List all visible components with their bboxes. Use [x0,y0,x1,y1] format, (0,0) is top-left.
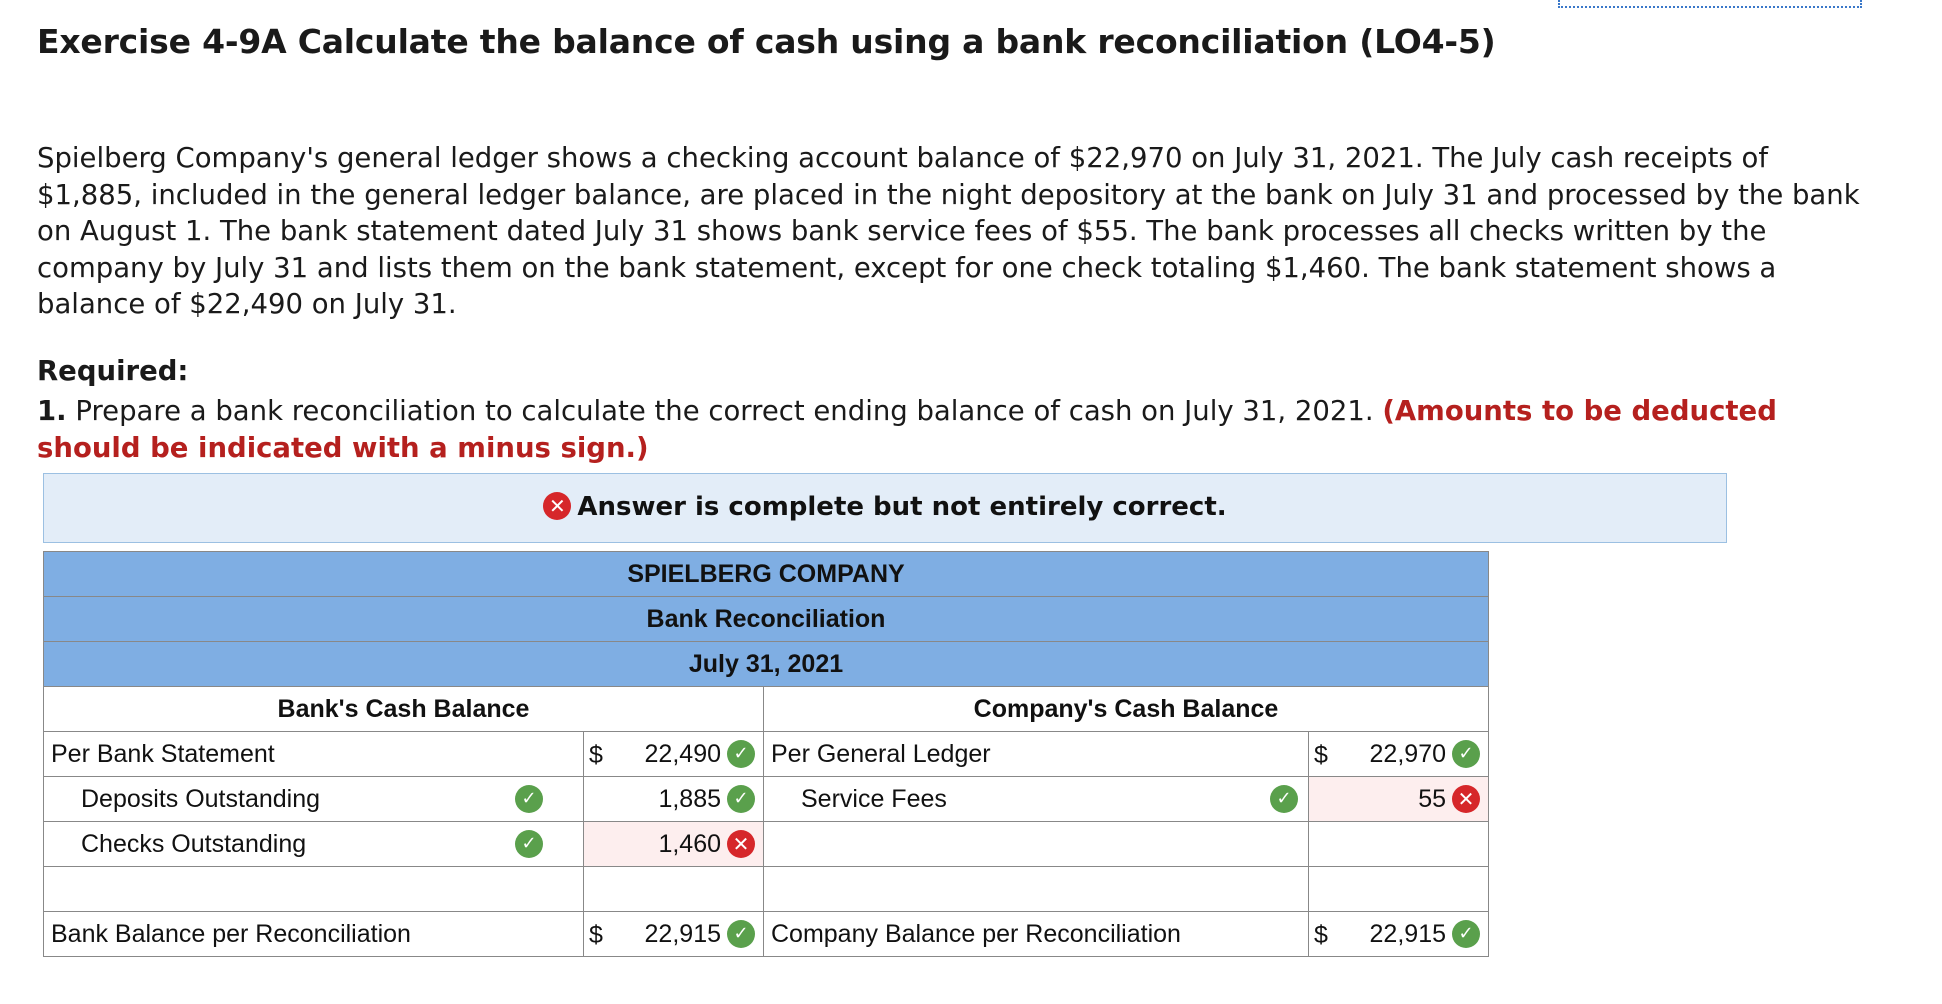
per-general-ledger-label: Per General Ledger [763,731,1309,777]
deposits-outstanding-amount-cell[interactable]: 1,885 ✓ [583,776,764,822]
x-circle-icon: ✕ [543,491,572,520]
table-row: Per Bank Statement $ 22,490 ✓ Per General… [43,731,1489,777]
company-balance-per-reconciliation-label: Company Balance per Reconciliation [763,911,1309,957]
per-general-ledger-value: 22,970 [1369,739,1446,768]
answer-status-banner: ✕ Answer is complete but not entirely cor… [43,473,1727,543]
company-name: SPIELBERG COMPANY [43,551,1489,597]
problem-text: Spielberg Company's general ledger shows… [37,142,1860,320]
checks-outstanding-amount-cell[interactable]: 1,460 ✕ [583,821,764,867]
checks-outstanding-value: 1,460 [658,829,721,858]
banner-text: Answer is complete but not entirely corr… [577,492,1227,522]
correct-check-icon: ✓ [727,785,755,814]
statement-name: Bank Reconciliation [43,596,1489,642]
company-cash-balance-header: Company's Cash Balance [763,686,1489,732]
correct-check-icon: ✓ [1452,920,1480,949]
company-balance-total-value: 22,915 [1369,919,1446,948]
required-number: 1. [37,395,67,427]
empty-cell [43,866,584,912]
incorrect-x-icon: ✕ [727,830,755,859]
dollar-sign: $ [1314,741,1328,769]
dollar-sign: $ [589,741,603,769]
company-balance-total-cell[interactable]: $ 22,915 ✓ [1308,911,1489,957]
correct-check-icon: ✓ [727,920,755,949]
table-row: Bank Balance per Reconciliation $ 22,915… [43,911,1489,957]
incorrect-x-icon: ✕ [1452,785,1480,814]
exercise-title: Exercise 4-9A Calculate the balance of c… [37,22,1496,61]
empty-amount-cell[interactable] [1308,821,1489,867]
company-name-row: SPIELBERG COMPANY [43,551,1489,597]
service-fees-amount-cell[interactable]: 55 ✕ [1308,776,1489,822]
service-fees-label: Service Fees [801,784,947,813]
bank-balance-total-value: 22,915 [644,919,721,948]
correct-check-icon: ✓ [1452,740,1480,769]
empty-cell [583,866,764,912]
table-row: Deposits Outstanding ✓ 1,885 ✓ Service Fe… [43,776,1489,822]
empty-cell [763,866,1309,912]
service-fees-cell[interactable]: Service Fees ✓ [763,776,1309,822]
correct-check-icon: ✓ [515,785,543,813]
bank-cash-balance-header: Bank's Cash Balance [43,686,764,732]
correct-check-icon: ✓ [515,830,543,858]
per-bank-statement-value: 22,490 [644,739,721,768]
checks-outstanding-cell[interactable]: Checks Outstanding ✓ [43,821,584,867]
bank-balance-total-cell[interactable]: $ 22,915 ✓ [583,911,764,957]
dollar-sign: $ [589,921,603,949]
statement-name-row: Bank Reconciliation [43,596,1489,642]
statement-date-row: July 31, 2021 [43,641,1489,687]
deposits-outstanding-cell[interactable]: Deposits Outstanding ✓ [43,776,584,822]
required-text: Prepare a bank reconciliation to calcula… [75,395,1374,427]
empty-cell [1308,866,1489,912]
deposits-outstanding-value: 1,885 [658,784,721,813]
required-heading: Required: [37,355,189,387]
section-header-row: Bank's Cash Balance Company's Cash Balan… [43,686,1489,732]
checks-outstanding-label: Checks Outstanding [81,829,307,858]
bank-reconciliation-table: SPIELBERG COMPANY Bank Reconciliation Ju… [43,551,1489,957]
table-row [43,866,1489,912]
per-bank-statement-label: Per Bank Statement [43,731,584,777]
bank-balance-per-reconciliation-label: Bank Balance per Reconciliation [43,911,584,957]
required-note: (Amounts to be deducted should be indica… [37,395,1777,464]
empty-label-cell[interactable] [763,821,1309,867]
per-general-ledger-amount-cell[interactable]: $ 22,970 ✓ [1308,731,1489,777]
correct-check-icon: ✓ [727,740,755,769]
correct-check-icon: ✓ [1270,785,1298,813]
dollar-sign: $ [1314,921,1328,949]
top-right-focus-outline [1558,0,1862,8]
table-row: Checks Outstanding ✓ 1,460 ✕ [43,821,1489,867]
required-instruction: 1. Prepare a bank reconciliation to calc… [37,393,1837,466]
per-bank-statement-amount-cell[interactable]: $ 22,490 ✓ [583,731,764,777]
service-fees-value: 55 [1418,784,1446,813]
statement-date: July 31, 2021 [43,641,1489,687]
deposits-outstanding-label: Deposits Outstanding [81,784,321,813]
